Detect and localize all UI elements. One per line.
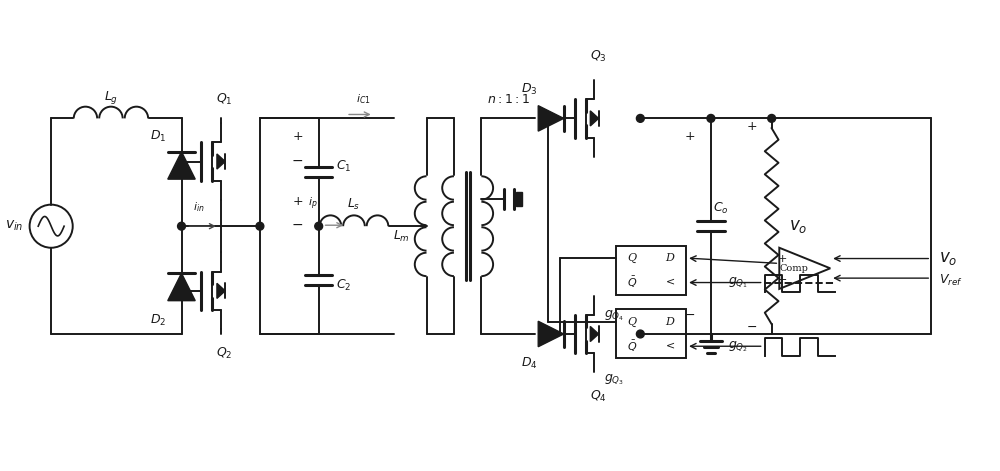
Polygon shape: [217, 284, 225, 299]
Circle shape: [315, 222, 323, 230]
Text: $+$: $+$: [746, 120, 758, 133]
Text: $+$: $+$: [292, 195, 303, 208]
Text: $\bar{Q}$: $\bar{Q}$: [627, 275, 637, 290]
Text: $Q_1$: $Q_1$: [216, 91, 233, 106]
Text: $\boldsymbol{g_{Q_2}}$: $\boldsymbol{g_{Q_2}}$: [728, 339, 748, 354]
Text: $L_s$: $L_s$: [347, 197, 361, 212]
Text: $Q_2$: $Q_2$: [216, 346, 233, 361]
Polygon shape: [538, 106, 564, 131]
Text: $n:1:1$: $n:1:1$: [487, 93, 530, 106]
Bar: [616, 309, 686, 358]
Text: $+$: $+$: [292, 130, 303, 143]
Text: $C_1$: $C_1$: [336, 159, 352, 174]
Text: D: D: [665, 317, 674, 327]
Polygon shape: [168, 273, 195, 300]
Text: $-$: $-$: [684, 308, 695, 321]
Circle shape: [178, 222, 185, 230]
Text: $+$: $+$: [684, 130, 695, 143]
Text: $D_4$: $D_4$: [521, 356, 538, 371]
Text: $<$: $<$: [663, 277, 676, 288]
Text: $D_2$: $D_2$: [150, 312, 166, 327]
Text: $-$: $-$: [291, 153, 303, 167]
Circle shape: [707, 114, 715, 122]
Text: $D_1$: $D_1$: [150, 129, 166, 144]
Circle shape: [636, 330, 644, 338]
Text: Q: Q: [628, 317, 637, 327]
Text: $i_{C1}$: $i_{C1}$: [356, 92, 371, 106]
Bar: [516, 192, 522, 206]
Text: D: D: [665, 253, 674, 263]
Text: $Q_3$: $Q_3$: [590, 49, 606, 64]
Text: $D_3$: $D_3$: [521, 82, 538, 97]
Text: $-$: $-$: [746, 320, 758, 333]
Text: $\boldsymbol{g_{Q_3}}$: $\boldsymbol{g_{Q_3}}$: [604, 372, 624, 387]
Text: $-$: $-$: [291, 217, 303, 231]
Text: $\boldsymbol{v_o}$: $\boldsymbol{v_o}$: [789, 218, 808, 235]
Text: $v_{in}$: $v_{in}$: [5, 219, 23, 234]
Text: $\bar{Q}$: $\bar{Q}$: [627, 339, 637, 354]
Text: $i_{in}$: $i_{in}$: [193, 201, 205, 214]
Polygon shape: [590, 326, 599, 341]
Text: $<$: $<$: [663, 341, 676, 351]
Text: $-$: $-$: [777, 273, 787, 283]
Text: $\boldsymbol{g_{Q_4}}$: $\boldsymbol{g_{Q_4}}$: [604, 309, 624, 323]
Text: Q: Q: [628, 253, 637, 263]
Bar: [616, 246, 686, 295]
Circle shape: [256, 222, 264, 230]
Text: $\boldsymbol{g_{Q_1}}$: $\boldsymbol{g_{Q_1}}$: [728, 275, 748, 290]
Text: Comp: Comp: [780, 264, 808, 273]
Text: $Q_4$: $Q_4$: [590, 389, 606, 404]
Text: $+$: $+$: [777, 253, 787, 264]
Text: $\boldsymbol{v_o}$: $\boldsymbol{v_o}$: [939, 250, 957, 267]
Polygon shape: [217, 154, 225, 169]
Text: $C_2$: $C_2$: [336, 277, 352, 292]
Text: $V_{ref}$: $V_{ref}$: [939, 273, 963, 288]
Circle shape: [768, 114, 776, 122]
Text: $C_o$: $C_o$: [713, 201, 729, 216]
Text: $i_p$: $i_p$: [308, 196, 318, 212]
Polygon shape: [590, 111, 599, 126]
Polygon shape: [168, 152, 195, 179]
Text: $L_g$: $L_g$: [104, 89, 118, 106]
Polygon shape: [538, 321, 564, 347]
Text: $L_m$: $L_m$: [393, 228, 409, 244]
Circle shape: [636, 114, 644, 122]
